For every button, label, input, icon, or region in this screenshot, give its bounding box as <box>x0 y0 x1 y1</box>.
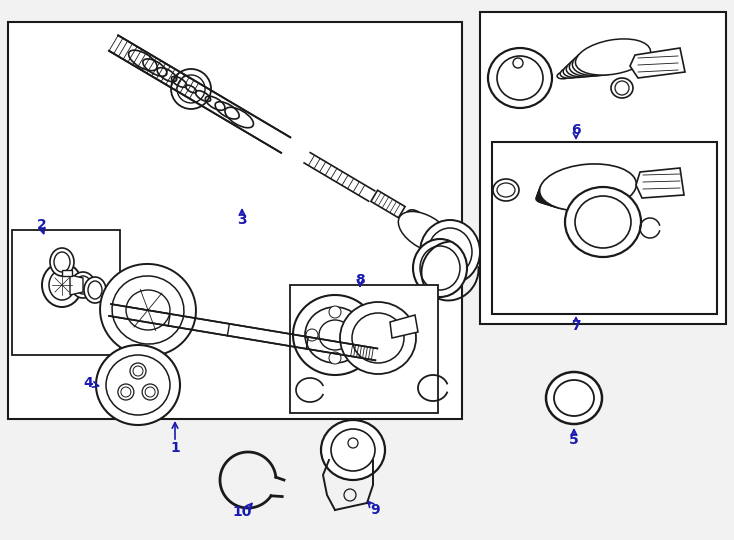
Bar <box>8 22 462 419</box>
Ellipse shape <box>537 185 579 205</box>
Ellipse shape <box>566 55 611 77</box>
Polygon shape <box>636 168 684 198</box>
Ellipse shape <box>539 168 625 210</box>
Text: 7: 7 <box>571 319 581 333</box>
Ellipse shape <box>410 220 451 252</box>
Ellipse shape <box>84 277 106 303</box>
Ellipse shape <box>560 66 586 78</box>
Ellipse shape <box>321 420 385 480</box>
Ellipse shape <box>538 177 602 207</box>
Ellipse shape <box>488 48 552 108</box>
Text: 2: 2 <box>37 218 47 232</box>
Bar <box>492 142 717 314</box>
Ellipse shape <box>557 71 573 79</box>
Text: 6: 6 <box>571 123 581 137</box>
Ellipse shape <box>42 263 82 307</box>
Ellipse shape <box>546 372 602 424</box>
Ellipse shape <box>352 329 364 341</box>
Ellipse shape <box>71 272 95 298</box>
Text: 10: 10 <box>233 505 252 519</box>
Polygon shape <box>62 270 72 276</box>
Ellipse shape <box>417 225 451 251</box>
Polygon shape <box>371 190 405 218</box>
Ellipse shape <box>537 180 590 206</box>
Ellipse shape <box>329 352 341 364</box>
Ellipse shape <box>399 212 451 253</box>
Text: 9: 9 <box>370 503 379 517</box>
Ellipse shape <box>293 295 377 375</box>
Ellipse shape <box>406 210 424 226</box>
Ellipse shape <box>423 229 451 251</box>
Bar <box>480 12 726 324</box>
Text: 1: 1 <box>170 441 180 455</box>
Ellipse shape <box>536 193 556 203</box>
Text: 3: 3 <box>237 213 247 227</box>
Ellipse shape <box>96 345 180 425</box>
Bar <box>12 230 120 355</box>
Ellipse shape <box>563 60 599 78</box>
Ellipse shape <box>575 39 650 75</box>
Ellipse shape <box>413 239 467 297</box>
Ellipse shape <box>565 187 641 257</box>
Polygon shape <box>109 35 290 153</box>
Ellipse shape <box>340 302 416 374</box>
Polygon shape <box>109 304 377 360</box>
Ellipse shape <box>420 220 480 284</box>
Ellipse shape <box>570 50 625 76</box>
Ellipse shape <box>573 44 638 76</box>
Ellipse shape <box>429 234 451 251</box>
Polygon shape <box>70 275 83 295</box>
Ellipse shape <box>118 384 134 400</box>
Ellipse shape <box>404 216 451 252</box>
Ellipse shape <box>50 248 74 276</box>
Ellipse shape <box>493 179 519 201</box>
Ellipse shape <box>142 384 158 400</box>
Ellipse shape <box>306 329 318 341</box>
Text: 5: 5 <box>569 433 579 447</box>
Ellipse shape <box>100 264 196 356</box>
Ellipse shape <box>537 189 567 204</box>
Text: 4: 4 <box>83 376 93 390</box>
Ellipse shape <box>539 164 636 211</box>
Ellipse shape <box>130 363 146 379</box>
Text: 8: 8 <box>355 273 365 287</box>
Ellipse shape <box>329 306 341 318</box>
Bar <box>290 285 438 413</box>
Ellipse shape <box>539 172 614 209</box>
Polygon shape <box>630 48 685 78</box>
Ellipse shape <box>611 78 633 98</box>
Polygon shape <box>390 315 418 338</box>
